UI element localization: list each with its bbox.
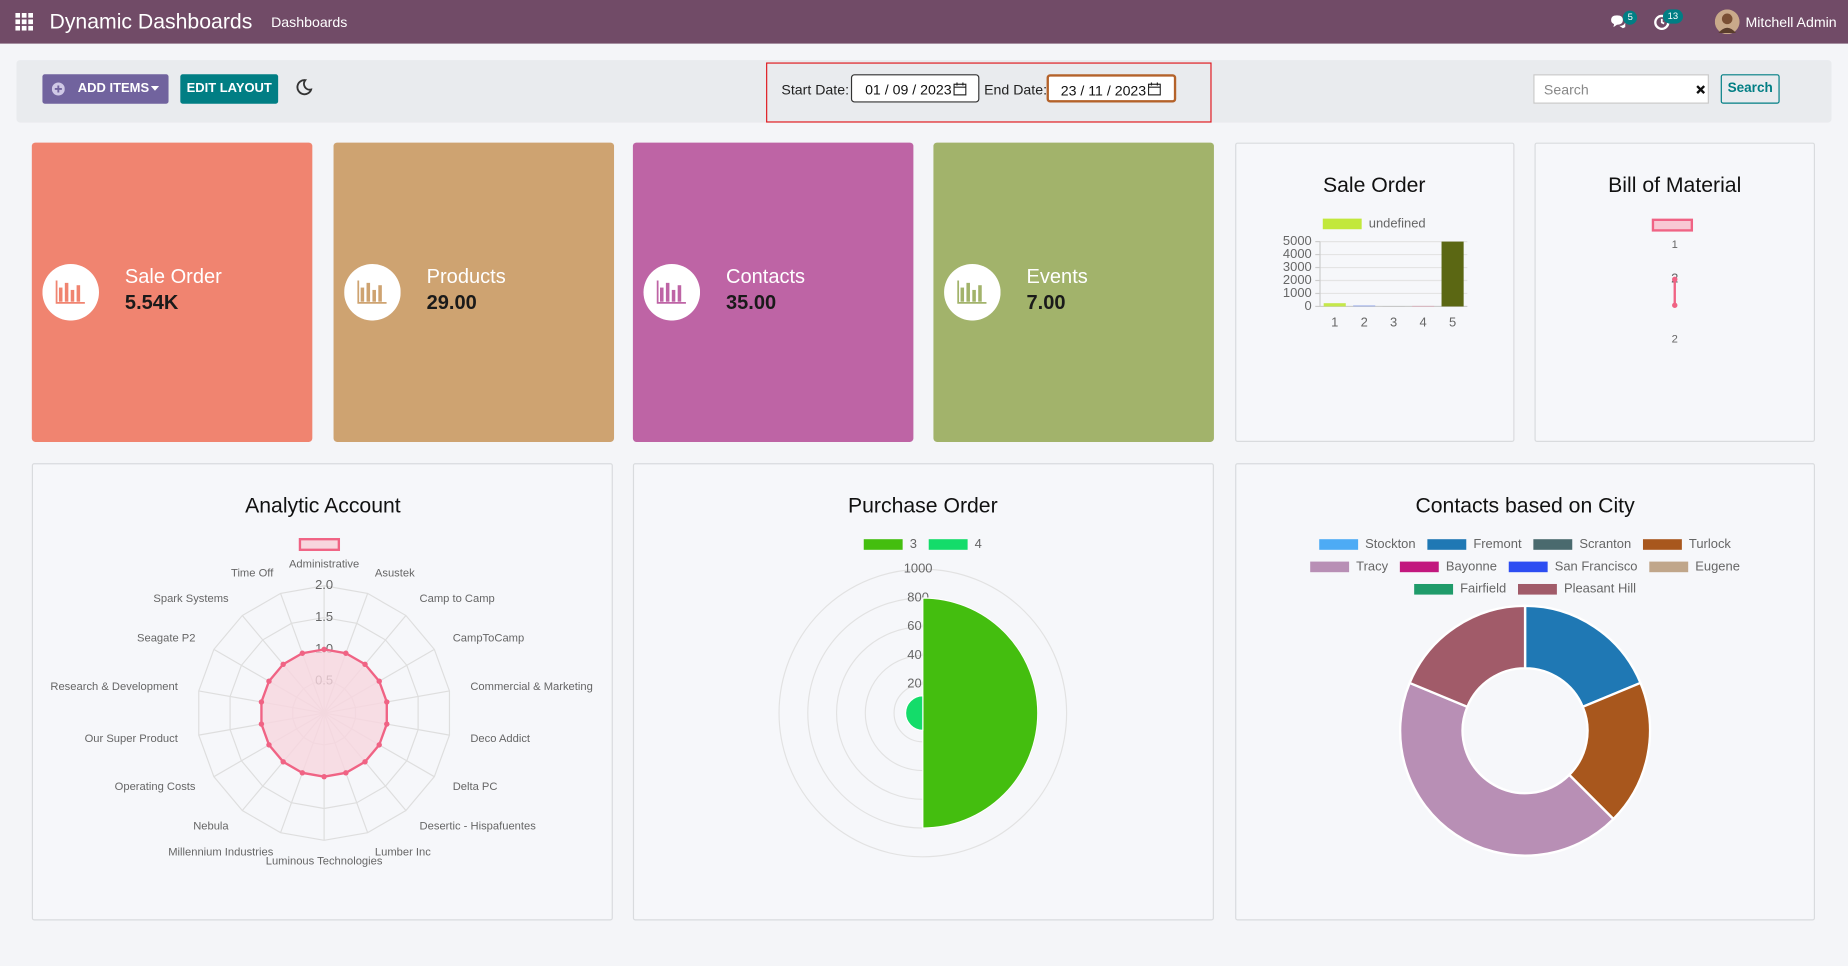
calendar-icon[interactable] [1147, 82, 1161, 96]
tile-title: Sale Order [124, 265, 222, 288]
caret-icon [150, 86, 160, 91]
stat-tile[interactable]: Contacts 35.00 [632, 142, 914, 442]
icon-bar [659, 287, 664, 302]
tile-title: Products [426, 265, 506, 288]
tile-icon [643, 263, 701, 321]
icon-bar [360, 287, 365, 302]
app-name[interactable]: Dynamic Dashboards [49, 9, 253, 33]
start-date-value: 01 / 09 / 2023 [865, 81, 952, 98]
tile-icon [344, 263, 401, 321]
icon-bar [966, 282, 970, 302]
messages-badge: 5 [1622, 10, 1638, 25]
tile-title: Contacts [725, 265, 806, 288]
end-date-input[interactable]: 23 / 11 / 2023 [1046, 74, 1177, 103]
end-date-value: 23 / 11 / 2023 [1060, 82, 1147, 99]
end-date-label: End Date: [984, 81, 1048, 98]
button-label: ADD ITEMS [77, 81, 150, 96]
icon-bar [366, 282, 371, 302]
messages-icon[interactable] [1610, 14, 1627, 29]
icon-bar [58, 287, 63, 302]
search-button[interactable]: Search [1720, 74, 1780, 104]
chart-card [1235, 142, 1515, 442]
stat-tile[interactable]: Events 7.00 [933, 142, 1214, 442]
navbar: Dynamic Dashboards Dashboards 5 13 Mitch… [0, 0, 1848, 44]
icon-axis [656, 280, 686, 304]
user-name[interactable]: Mitchell Admin [1745, 14, 1837, 31]
icon-bar [665, 282, 670, 302]
icon-bar [677, 285, 682, 302]
icon-bar [972, 289, 976, 302]
dark-mode-toggle[interactable] [296, 79, 313, 96]
date-filter [766, 62, 1212, 123]
stat-tile[interactable]: Sale Order 5.54K [31, 142, 313, 442]
icon-axis [55, 280, 85, 304]
activities-badge: 13 [1662, 9, 1683, 24]
chart-card [1235, 463, 1815, 921]
chart-card [632, 463, 1214, 921]
icon-axis [357, 280, 387, 304]
icon-bar [70, 289, 75, 302]
icon-bar [378, 285, 382, 302]
apps-icon[interactable] [15, 12, 33, 31]
icon-bg [42, 263, 99, 321]
tile-value: 7.00 [1026, 291, 1066, 314]
icon-bar [64, 282, 69, 302]
icon-bar [978, 285, 982, 302]
start-date-label: Start Date: [781, 81, 849, 98]
tile-value: 5.54K [124, 291, 179, 314]
tile-value: 35.00 [725, 291, 777, 314]
add-items-button[interactable]: ADD ITEMS [42, 74, 169, 104]
search-input[interactable]: Search [1533, 74, 1709, 104]
tile-value: 29.00 [426, 291, 477, 314]
tile-icon [42, 263, 99, 321]
icon-axis [957, 280, 987, 304]
tile-title: Events [1026, 265, 1088, 288]
icon-bar [372, 289, 376, 302]
clear-search[interactable] [1696, 85, 1706, 94]
chart-card [31, 463, 613, 921]
avatar[interactable] [1714, 9, 1740, 35]
calendar-icon[interactable] [953, 82, 967, 96]
start-date-input[interactable]: 01 / 09 / 2023 [850, 74, 980, 103]
icon-bar [960, 287, 965, 302]
search-placeholder: Search [1543, 81, 1589, 98]
tile-icon [944, 263, 1001, 321]
chart-card [1534, 142, 1815, 442]
stat-tile[interactable]: Products 29.00 [333, 142, 615, 442]
icon-bar [76, 285, 81, 302]
plus-icon [51, 82, 65, 96]
edit-layout-button[interactable]: EDIT LAYOUT [180, 74, 279, 104]
icon-bar [671, 289, 676, 302]
menu-item[interactable]: Dashboards [271, 14, 348, 31]
